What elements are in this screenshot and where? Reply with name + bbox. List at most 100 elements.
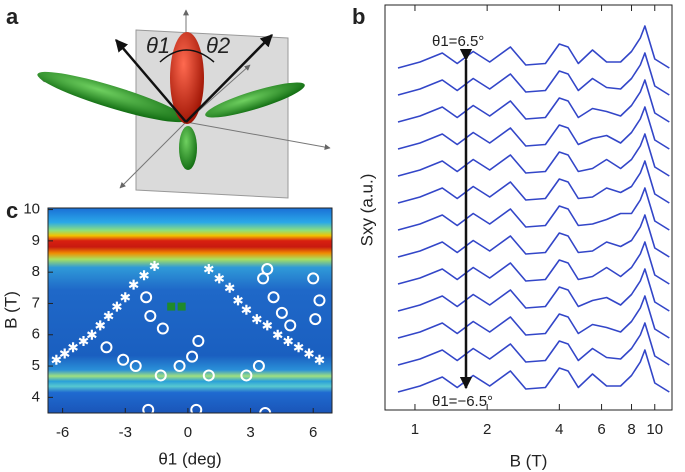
curve (397, 160, 670, 204)
y-tick-label: 7 (32, 294, 40, 311)
panel-c: c -6 -3 0 3 6 4 5 6 7 8 9 10 θ1 (deg) B (T) (1, 198, 333, 468)
y-tick-label: 9 (32, 232, 40, 249)
heatmap (48, 208, 332, 413)
ellipsoid (170, 32, 204, 124)
annotation: θ1=−6.5° (432, 393, 493, 410)
axis (119, 121, 187, 189)
x-tick-label: 0 (184, 424, 192, 441)
star-marker (203, 264, 214, 275)
star-marker (112, 301, 122, 312)
star-marker (224, 282, 235, 293)
circle-marker (140, 291, 153, 304)
star-marker (86, 329, 97, 340)
star-marker (128, 279, 139, 290)
circle-marker (252, 360, 265, 373)
panel-a: a θ1 θ2 (6, 4, 331, 199)
curve (397, 241, 670, 285)
star-marker (59, 348, 70, 359)
curve (397, 133, 670, 177)
x-tick-label: 4 (555, 421, 563, 438)
vector (115, 39, 187, 123)
star-marker (214, 273, 225, 284)
star-marker (251, 314, 262, 325)
circle-marker (267, 291, 280, 304)
circle-marker (129, 360, 142, 373)
circle-marker (307, 272, 320, 285)
star-marker (293, 342, 304, 353)
x-axis-label: B (T) (510, 451, 548, 470)
circle-marker (257, 272, 270, 285)
circle-marker (192, 335, 205, 348)
star-marker (139, 270, 149, 281)
star-marker (262, 320, 273, 331)
circle-marker (154, 369, 167, 382)
plot-frame (384, 4, 673, 411)
circle-marker (261, 263, 274, 276)
y-axis-label: Sxy (a.u.) (357, 174, 376, 247)
circle-marker (240, 369, 253, 382)
star-marker (51, 354, 62, 365)
x-tick-label: 10 (646, 421, 663, 438)
y-tick-label: 4 (32, 388, 40, 405)
circle-marker (144, 309, 157, 322)
ellipsoid (37, 71, 187, 123)
star-marker (314, 354, 325, 365)
curve (397, 106, 670, 150)
panel-b: b 1 2 4 6 8 10 B (T) Sxy (a.u.) θ1=6.5° θ1=−6.5° (352, 4, 673, 470)
star-marker (241, 304, 252, 315)
x-tick-label: 3 (246, 424, 254, 441)
star-marker (283, 336, 294, 347)
circle-marker (309, 313, 322, 326)
circle-marker (142, 403, 155, 416)
theta-label: θ2 (206, 33, 230, 58)
circle-marker (156, 322, 169, 335)
y-tick-label: 5 (32, 357, 40, 374)
x-axis-label: θ1 (deg) (158, 449, 221, 468)
x-tick-label: 8 (627, 421, 635, 438)
curve (397, 52, 670, 96)
plot-frame (47, 207, 333, 414)
panel-label: b (352, 4, 365, 29)
y-axis-label: B (T) (1, 291, 20, 329)
star-marker (272, 329, 283, 340)
theta-label: θ1 (146, 33, 170, 58)
star-marker (68, 342, 78, 353)
ellipsoid (205, 82, 305, 118)
y-tick-label: 6 (32, 326, 40, 343)
y-tick-label: 8 (32, 263, 40, 280)
angle-arc (159, 49, 215, 63)
circle-marker (173, 360, 186, 373)
star-marker (304, 348, 314, 359)
square-marker (167, 302, 176, 311)
y-tick-label: 10 (23, 201, 40, 218)
x-tick-label: 2 (483, 421, 491, 438)
circle-marker (100, 341, 113, 354)
star-marker (120, 292, 131, 303)
x-tick-label: 1 (411, 421, 419, 438)
curve (397, 268, 670, 312)
axis (185, 121, 331, 150)
star-marker (78, 336, 89, 347)
curve (397, 349, 670, 393)
circle-marker (190, 403, 203, 416)
x-tick-label: 6 (597, 421, 605, 438)
annotation: θ1=6.5° (432, 33, 484, 50)
panel-label: c (6, 198, 18, 223)
curve (397, 79, 670, 123)
curve (397, 322, 670, 366)
panel-label: a (6, 4, 19, 29)
star-marker (233, 295, 243, 306)
star-marker (149, 260, 160, 271)
circle-marker (186, 350, 199, 363)
x-tick-label: -6 (56, 424, 69, 441)
circle-marker (117, 353, 130, 366)
x-tick-label: 6 (309, 424, 317, 441)
curve (397, 187, 670, 231)
ellipsoid (179, 126, 197, 170)
curve (397, 295, 670, 339)
vector (185, 34, 273, 123)
square-marker (177, 302, 186, 311)
circle-marker (275, 306, 288, 319)
x-tick-label: -3 (119, 424, 132, 441)
